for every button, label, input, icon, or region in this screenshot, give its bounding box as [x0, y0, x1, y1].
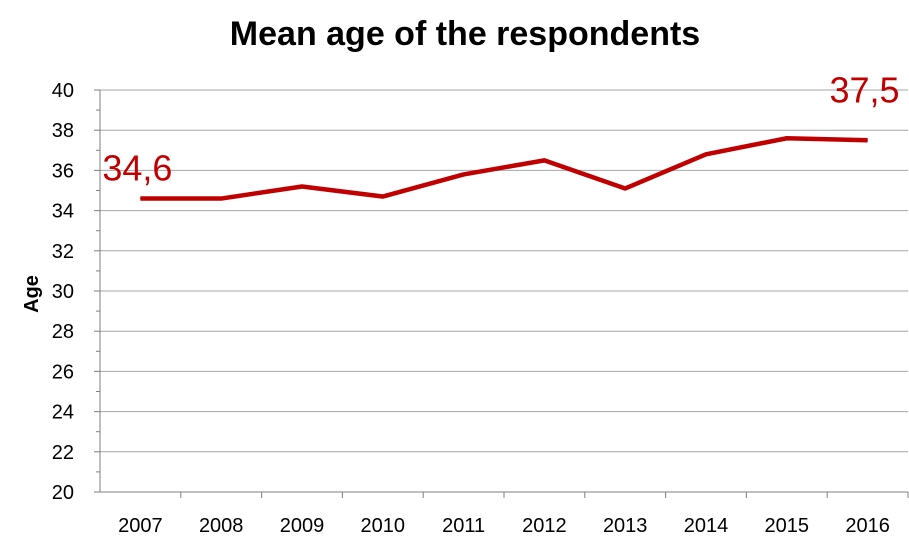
x-tick-label: 2012: [522, 515, 567, 537]
y-tick-label: 22: [52, 442, 74, 464]
data-point: [301, 185, 303, 187]
y-tick-label: 34: [52, 201, 74, 223]
y-tick-label: 24: [52, 402, 74, 424]
x-tick-label: 2013: [603, 515, 648, 537]
series-line: [140, 135, 868, 201]
x-tick-label: 2007: [118, 515, 163, 537]
data-point: [867, 139, 869, 141]
tick-labels: 20 22 24 26 28 30 32 34 36 38 40 2007 2008 2009 2010 20…: [52, 80, 890, 537]
data-point: [139, 198, 141, 200]
y-tick-label: 20: [52, 482, 74, 504]
y-tick-label: 38: [52, 120, 74, 142]
data-point: [220, 198, 222, 200]
data-label: 34,6: [102, 148, 172, 189]
data-point: [463, 173, 465, 175]
axes: [94, 89, 909, 498]
x-tick-label: 2010: [361, 515, 406, 537]
data-label: 37,5: [830, 69, 900, 110]
data-labels: 34,6 37,5: [102, 69, 899, 188]
series-layer: [139, 135, 869, 201]
x-tick-label: 2009: [280, 515, 325, 537]
data-point: [382, 196, 384, 198]
y-tick-label: 40: [52, 80, 74, 102]
y-tick-label: 36: [52, 160, 74, 182]
x-tick-label: 2011: [442, 515, 485, 537]
y-tick-label: 30: [52, 281, 74, 303]
x-tick-label: 2015: [765, 515, 810, 537]
data-point: [786, 137, 788, 139]
data-point: [705, 153, 707, 155]
y-tick-label: 28: [52, 321, 74, 343]
y-tick-label: 26: [52, 361, 74, 383]
chart-title: Mean age of the respondents: [230, 15, 700, 53]
y-axis-label: Age: [21, 275, 43, 313]
gridlines: [100, 89, 908, 453]
x-tick-label: 2008: [199, 515, 244, 537]
data-point: [624, 187, 626, 189]
x-tick-label: 2014: [684, 515, 729, 537]
data-point: [543, 159, 545, 161]
y-tick-label: 32: [52, 241, 74, 263]
x-tick-label: 2016: [845, 515, 890, 537]
